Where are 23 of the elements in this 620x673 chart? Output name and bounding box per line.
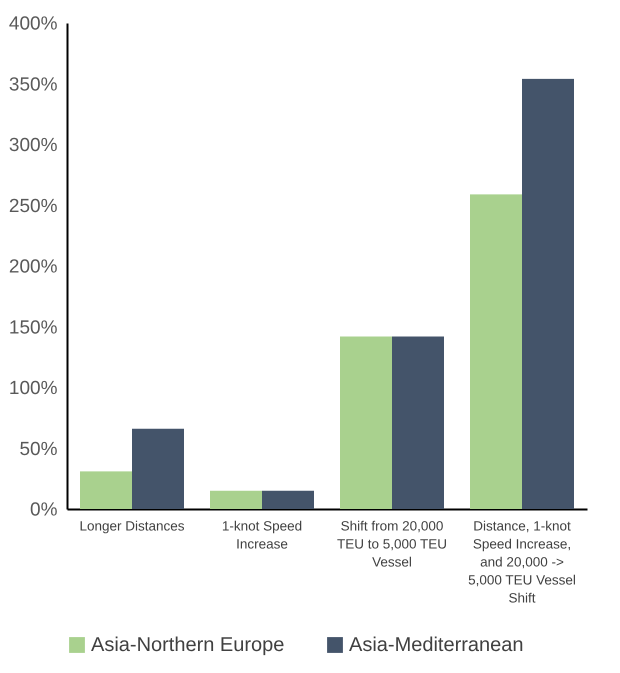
bar	[392, 336, 444, 509]
x-tick-label: Distance, 1-knot Speed Increase, and 20,000 -> 5,000 TEU Vessel Shift	[468, 518, 576, 606]
bar	[262, 490, 314, 509]
y-tick-label: 0%	[30, 500, 58, 520]
y-tick-label: 250%	[8, 196, 58, 217]
legend-label: Asia-Northern Europe	[91, 634, 284, 656]
y-tick-label: 100%	[8, 378, 58, 399]
legend-label: Asia-Mediterranean	[349, 634, 524, 656]
bar	[210, 490, 262, 509]
x-tick-label: Longer Distances	[79, 518, 185, 534]
bar	[80, 471, 132, 509]
y-tick-label: 300%	[8, 135, 58, 156]
y-tick-label: 350%	[8, 74, 58, 96]
y-tick-label: 50%	[19, 438, 58, 460]
bar	[132, 428, 184, 509]
bar	[340, 336, 392, 509]
y-tick-label: 150%	[8, 317, 58, 338]
bar	[470, 194, 522, 509]
y-tick-label: 200%	[8, 256, 58, 278]
y-tick-label: 400%	[8, 14, 58, 34]
x-tick-label: Shift from 20,000 TEU to 5,000 TEU Vessel	[336, 518, 448, 570]
x-tick-label: 1-knot Speed Increase	[222, 518, 302, 552]
bar	[522, 78, 574, 509]
